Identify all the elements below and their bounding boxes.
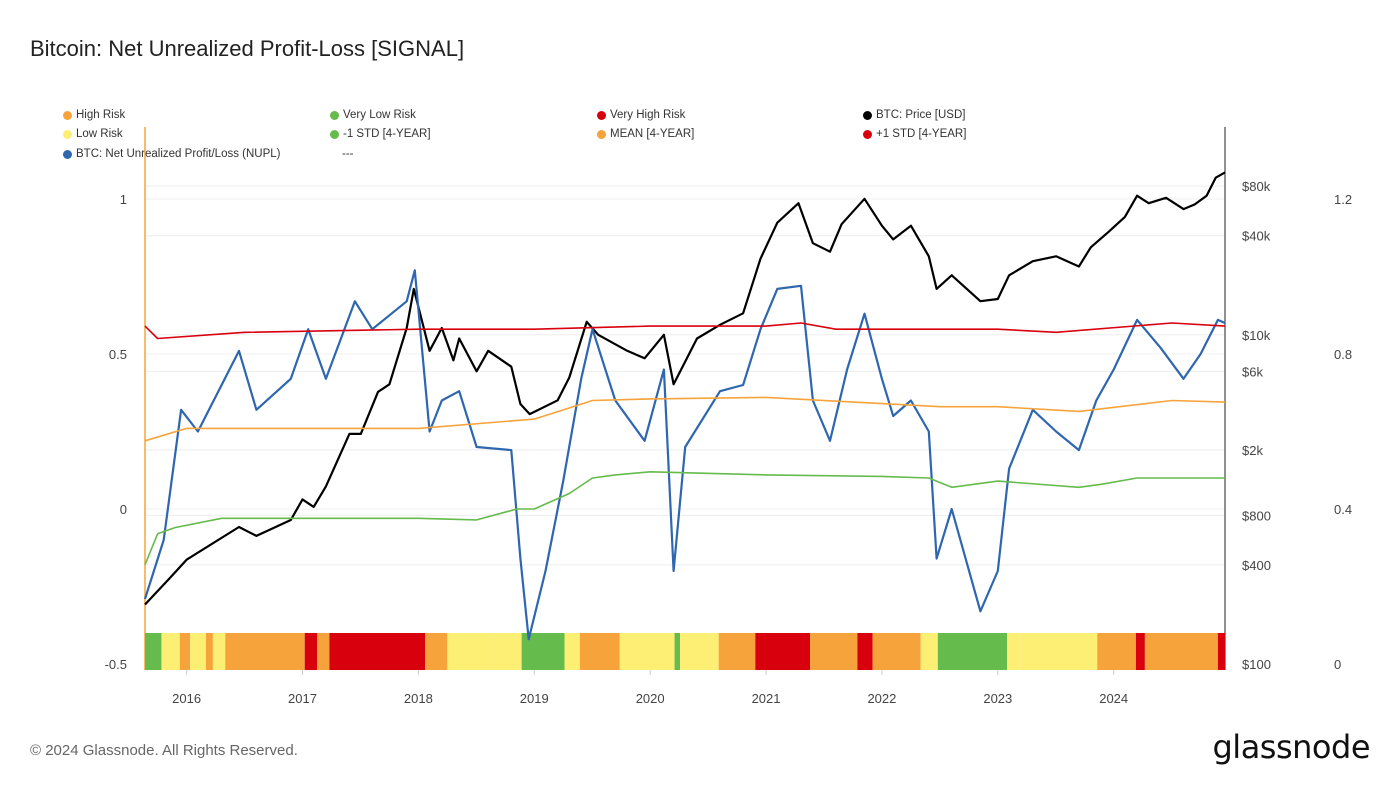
price-axis-tick-label: $400 (1242, 558, 1271, 573)
risk-band-segment (1097, 633, 1136, 670)
right-axis-tick-label: 0.8 (1334, 347, 1352, 362)
legend-label: --- (342, 148, 354, 160)
risk-band-segment (674, 633, 681, 670)
legend-item[interactable]: Very High Risk (597, 109, 685, 121)
legend-item[interactable]: BTC: Net Unrealized Profit/Loss (NUPL) (63, 148, 281, 160)
risk-band-segment (755, 633, 811, 670)
price-axis-tick-label: $2k (1242, 443, 1263, 458)
series-line--1-std-4-year- (144, 471, 1225, 566)
legend-item[interactable]: MEAN [4-YEAR] (597, 128, 694, 140)
risk-band-segment (1020, 633, 1098, 670)
legend-dot-icon (863, 129, 872, 139)
legend-dot-icon (63, 129, 72, 139)
legend-item[interactable]: --- (342, 148, 354, 160)
legend-label: High Risk (76, 109, 126, 121)
series-line-mean-4-year- (144, 396, 1226, 442)
risk-band-segment (225, 633, 305, 670)
risk-band-segment (564, 633, 580, 670)
legend-item[interactable]: Low Risk (63, 128, 123, 140)
left-axis-tick-label: 0.5 (109, 347, 127, 362)
risk-band-segment (857, 633, 873, 670)
legend-label: +1 STD [4-YEAR] (876, 128, 967, 140)
series-line--1-std-4-year- (144, 322, 1226, 340)
legend-label: BTC: Price [USD] (876, 109, 966, 121)
x-tick-label: 2018 (404, 691, 433, 706)
right-axis-tick-label: 0.4 (1334, 502, 1352, 517)
legend-label: BTC: Net Unrealized Profit/Loss (NUPL) (76, 148, 281, 160)
risk-band-segment (718, 633, 756, 670)
chart-title: Bitcoin: Net Unrealized Profit-Loss [SIG… (30, 36, 465, 61)
left-axis-tick-label: -0.5 (105, 657, 127, 672)
price-axis-tick-label: $10k (1242, 328, 1271, 343)
risk-band-segment (329, 633, 426, 670)
legend-label: MEAN [4-YEAR] (610, 128, 695, 140)
legend-dot-icon (597, 110, 606, 120)
risk-band-segment (447, 633, 491, 670)
right-axis-tick-label: 1.2 (1334, 192, 1352, 207)
risk-band-segment (872, 633, 921, 670)
price-axis-tick-label: $100 (1242, 657, 1271, 672)
x-tick-label: 2021 (752, 691, 781, 706)
legend-dot-icon (63, 110, 72, 120)
risk-band-segment (190, 633, 206, 670)
left-axis-tick-label: 1 (120, 192, 127, 207)
risk-band-segment (1217, 633, 1225, 670)
legend-item[interactable]: High Risk (63, 109, 125, 121)
legend-dot-icon (330, 110, 339, 120)
risk-band-segment (920, 633, 938, 670)
risk-band-segment (212, 633, 226, 670)
legend-label: Very Low Risk (343, 109, 416, 121)
x-tick-label: 2022 (867, 691, 896, 706)
risk-band-segment (1135, 633, 1145, 670)
risk-band-segment (179, 633, 191, 670)
legend-label: -1 STD [4-YEAR] (343, 128, 431, 140)
price-axis-tick-label: $800 (1242, 508, 1271, 523)
series-line-btc-price-usd- (144, 171, 1226, 606)
copyright-footer: © 2024 Glassnode. All Rights Reserved. (30, 742, 298, 759)
risk-band-segment (680, 633, 719, 670)
left-axis-tick-label: 0 (120, 502, 127, 517)
risk-band-segment (579, 633, 620, 670)
right-axis-tick-label: 0 (1334, 657, 1341, 672)
risk-band-segment (1144, 633, 1218, 670)
legend-dot-icon (330, 129, 339, 139)
risk-band-segment (937, 633, 1008, 670)
risk-band-segment (304, 633, 318, 670)
price-axis-tick-label: $40k (1242, 229, 1271, 244)
legend-dot-icon (863, 110, 872, 120)
legend-item[interactable]: Very Low Risk (330, 109, 416, 121)
legend-dot-icon (63, 149, 72, 159)
risk-band-segment (145, 633, 162, 670)
risk-band-segment (205, 633, 213, 670)
risk-band-segment (425, 633, 448, 670)
risk-band-segment (161, 633, 180, 670)
x-tick-label: 2017 (288, 691, 317, 706)
legend-dot-icon (597, 129, 606, 139)
price-axis-tick-label: $80k (1242, 179, 1271, 194)
glassnode-logo: glassnode (1212, 728, 1370, 766)
risk-band-segment (810, 633, 858, 670)
price-axis-tick-label: $6k (1242, 364, 1263, 379)
risk-band-segment (619, 633, 675, 670)
x-tick-label: 2020 (636, 691, 665, 706)
legend-item[interactable]: -1 STD [4-YEAR] (330, 128, 431, 140)
legend-item[interactable]: +1 STD [4-YEAR] (863, 128, 966, 140)
legend-label: Low Risk (76, 128, 123, 140)
risk-band-segment (490, 633, 522, 670)
x-tick-label: 2024 (1099, 691, 1128, 706)
legend-label: Very High Risk (610, 109, 686, 121)
legend-item[interactable]: BTC: Price [USD] (863, 109, 965, 121)
risk-band-segment (1007, 633, 1021, 670)
series-line-btc-net-unrealized-profit-loss-nupl- (143, 269, 1226, 641)
x-tick-label: 2023 (983, 691, 1012, 706)
x-tick-label: 2019 (520, 691, 549, 706)
risk-band-segment (317, 633, 330, 670)
x-tick-label: 2016 (172, 691, 201, 706)
